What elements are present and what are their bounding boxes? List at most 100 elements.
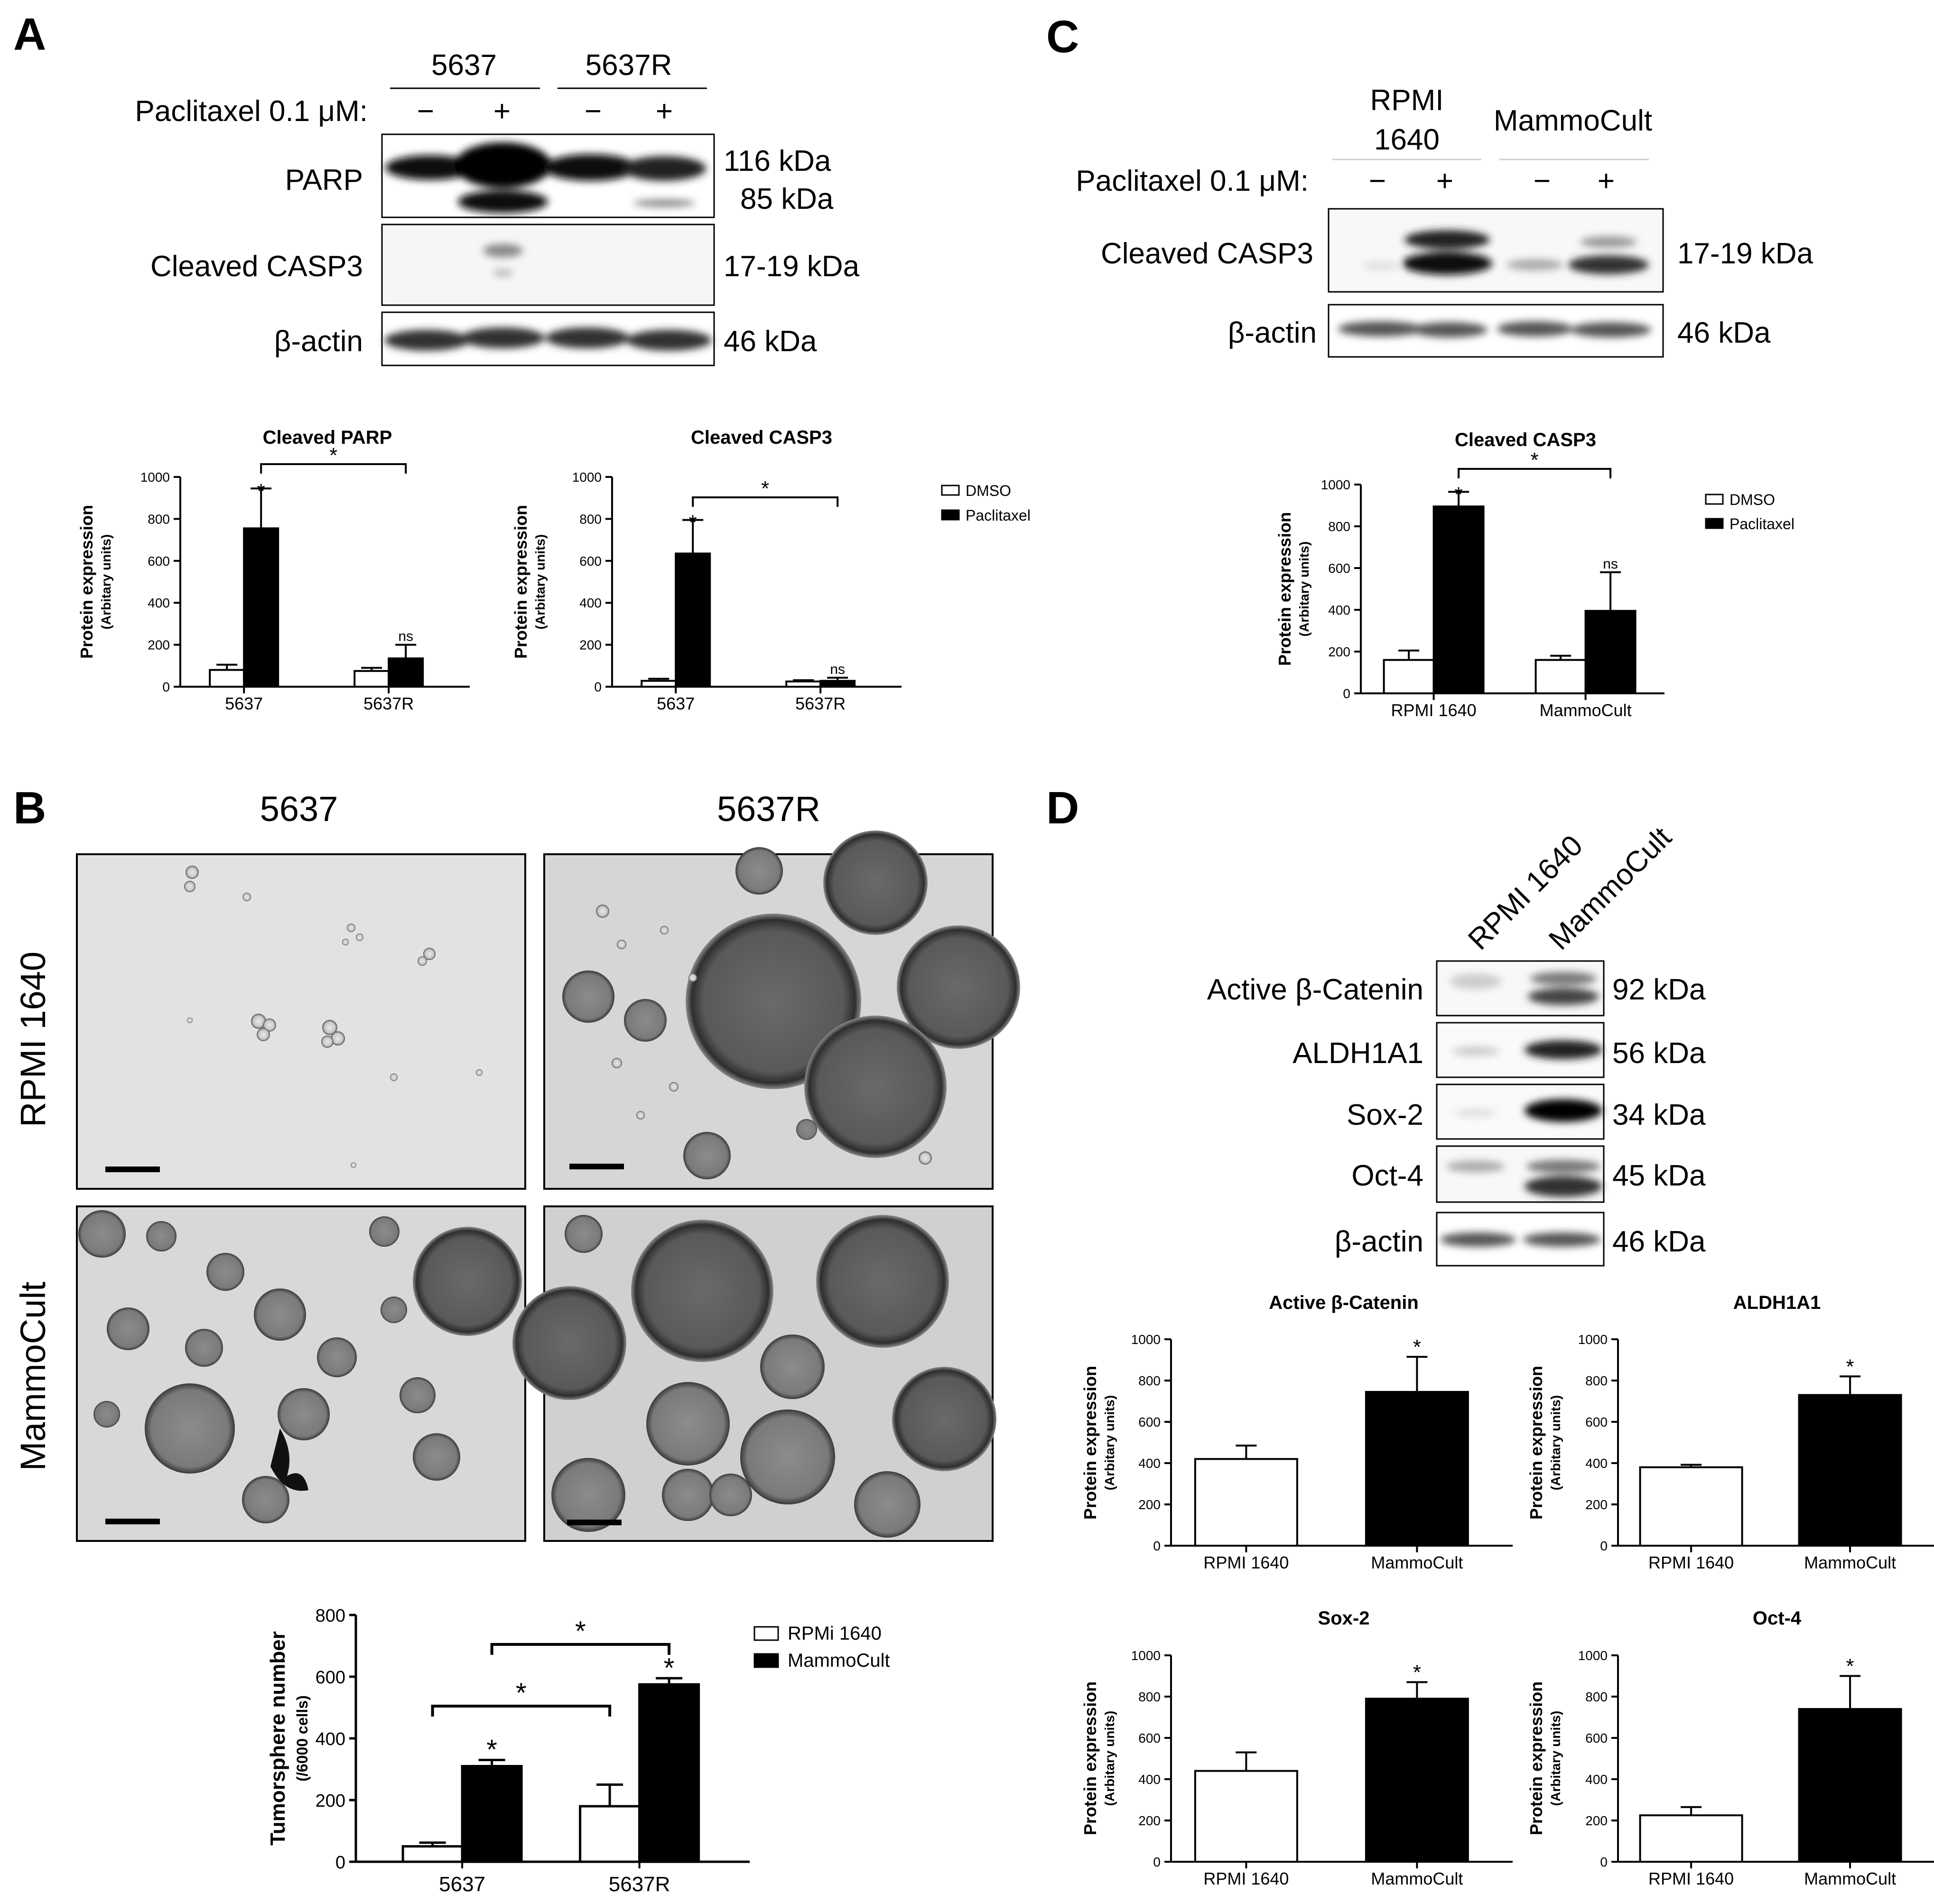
significance-bracket	[490, 1643, 671, 1655]
y-tick-label: 0	[1153, 1855, 1161, 1869]
band-size-label: 46 kDa	[1612, 1225, 1706, 1258]
y-tick-label: 600	[1138, 1731, 1161, 1745]
chart-tumorsphere-number: 0 200 400 600 800 Tumorsphere number (/6000 ce…	[266, 1606, 750, 1896]
y-tick-label: 400	[579, 596, 602, 610]
y-tick-label: 0	[1600, 1539, 1608, 1553]
y-axis-sublabel: (Arbitary units)	[1548, 1395, 1563, 1491]
y-axis-sublabel: (Arbitary units)	[1102, 1711, 1117, 1806]
blot-row-label: Cleaved CASP3	[150, 250, 363, 283]
chart-oct-4: 0 200 400 600 800 1000 Oct-4 Protein expression…	[1526, 1608, 1934, 1888]
band-size-label: 46 kDa	[724, 325, 817, 358]
bar	[401, 1845, 464, 1863]
band-size-label: 45 kDa	[1612, 1159, 1706, 1192]
blot-row-label: Oct-4	[1351, 1159, 1423, 1192]
chart-sox-2: 0 200 400 600 800 1000 Sox-2 Protein expression…	[1080, 1608, 1513, 1888]
y-tick-label: 1000	[1131, 1648, 1161, 1663]
x-tick-label: RPMI 1640	[1391, 700, 1477, 720]
x-tick-label: MammoCult	[1804, 1869, 1896, 1888]
x-tick-label: 5637R	[363, 694, 414, 713]
band-size-label: 17-19 kDa	[724, 250, 860, 283]
significance-star: *	[575, 1616, 586, 1647]
western-blot-d: RPMI 1640 MammoCult Active β-Catenin 92 …	[1207, 821, 1706, 1267]
western-blot-c: RPMI 1640 MammoCult Paclitaxel 0.1 μM: −…	[1076, 84, 1813, 358]
y-tick-label: 400	[1138, 1772, 1161, 1787]
micrograph-column-label: 5637	[260, 789, 338, 829]
cell-line-label: 5637	[431, 49, 497, 82]
significance-star: *	[516, 1678, 527, 1708]
legend-label: DMSO	[966, 482, 1011, 499]
blot-row-label: β-actin	[1228, 317, 1317, 349]
bar	[579, 1805, 641, 1863]
y-tick-label: 1000	[1578, 1648, 1608, 1663]
panel-label-d: D	[1046, 783, 1079, 833]
significance-bracket	[431, 1705, 612, 1717]
western-blot-a: 5637 5637R Paclitaxel 0.1 μM: − + − + PA…	[135, 49, 860, 366]
y-tick-label: 800	[1138, 1689, 1161, 1704]
micrograph-grid: 5637 5637R RPMI 1640 MammoCult	[13, 789, 1020, 1542]
bar	[1584, 610, 1636, 694]
treatment-sign: +	[656, 95, 673, 128]
panel-label-a: A	[13, 9, 46, 60]
significance-bracket	[692, 496, 839, 507]
x-tick-label: RPMI 1640	[1203, 1553, 1289, 1572]
bar	[675, 552, 711, 688]
treatment-sign: −	[1534, 165, 1551, 197]
x-tick-label: RPMI 1640	[1203, 1869, 1289, 1888]
significance-bracket	[1458, 468, 1612, 478]
x-tick-label: 5637R	[609, 1873, 670, 1896]
bar	[388, 657, 424, 688]
x-tick-label: MammoCult	[1540, 700, 1632, 720]
significance-bracket	[260, 463, 407, 474]
cell-line-label: 5637R	[586, 49, 672, 82]
treatment-label: Paclitaxel 0.1 μM:	[135, 95, 368, 128]
x-tick-label: MammoCult	[1371, 1869, 1463, 1888]
band-size-label: 92 kDa	[1612, 973, 1706, 1006]
band-size-label: 17-19 kDa	[1677, 237, 1813, 270]
y-tick-label: 1000	[1578, 1332, 1608, 1347]
x-tick-label: RPMI 1640	[1648, 1553, 1734, 1572]
significance-ns: ns	[1603, 556, 1618, 572]
significance-star: *	[1413, 1661, 1421, 1684]
band-size-label: 56 kDa	[1612, 1037, 1706, 1070]
treatment-sign: +	[493, 95, 511, 128]
band-size-label: 85 kDa	[740, 183, 834, 215]
y-tick-label: 800	[1585, 1373, 1608, 1388]
significance-star: *	[664, 1652, 675, 1683]
bar	[1365, 1391, 1469, 1547]
legend-label: RPMi 1640	[788, 1623, 882, 1644]
x-tick-label: RPMI 1640	[1648, 1869, 1734, 1888]
micrograph-row-label: RPMI 1640	[13, 952, 53, 1127]
y-tick-label: 400	[1585, 1772, 1608, 1787]
medium-label: RPMI	[1370, 84, 1444, 117]
micrograph-mammocult-5637r	[512, 1205, 996, 1542]
legend-treatment-a: DMSO Paclitaxel	[941, 482, 1031, 524]
blot-row-label: PARP	[285, 164, 363, 196]
chart-title: Oct-4	[1753, 1608, 1802, 1629]
y-tick-label: 0	[1600, 1855, 1608, 1869]
y-axis-label: Protein expression	[511, 505, 530, 659]
y-axis-label: Protein expression	[77, 505, 96, 659]
significance-star: *	[486, 1735, 497, 1765]
chart-cleaved-parp: 0 200 400 600 800 1000 Cleaved PARP Protein exp…	[77, 427, 470, 713]
chart-title: Cleaved PARP	[263, 427, 392, 448]
y-tick-label: 200	[148, 638, 170, 653]
blot-row-label: ALDH1A1	[1292, 1037, 1423, 1070]
bar	[1194, 1770, 1298, 1863]
significance-star: *	[1413, 1335, 1421, 1359]
treatment-sign: −	[417, 95, 434, 128]
y-tick-label: 200	[1138, 1813, 1161, 1828]
y-axis-label: Protein expression	[1080, 1681, 1100, 1835]
y-tick-label: 600	[579, 554, 602, 569]
legend-label: Paclitaxel	[966, 507, 1031, 524]
y-tick-label: 200	[1328, 644, 1350, 659]
y-axis-label: Protein expression	[1526, 1681, 1546, 1835]
y-tick-label: 0	[1153, 1539, 1161, 1553]
y-tick-label: 1000	[140, 470, 170, 485]
bar	[1383, 659, 1435, 694]
micrograph-mammocult-5637	[76, 1205, 526, 1542]
chart-title: ALDH1A1	[1733, 1292, 1821, 1313]
panel-label-b: B	[13, 783, 46, 833]
chart-active-beta-catenin: 0 200 400 600 800 1000 Active β-Catenin Protein…	[1080, 1292, 1513, 1572]
chart-cleaved-casp3-c: 0 200 400 600 800 1000 Cleaved CASP3 Protein ex…	[1275, 429, 1664, 720]
